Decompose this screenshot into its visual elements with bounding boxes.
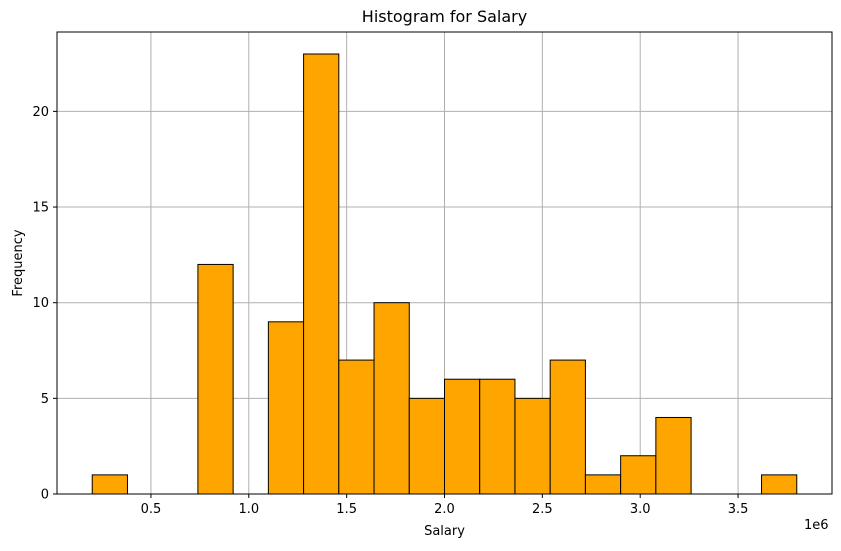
x-tick-label: 1.0 xyxy=(238,502,259,517)
ticks-layer: 0.5 1.0 1.5 2.0 2.5 3.0 3.5 0 5 10 15 20 xyxy=(32,105,748,517)
x-tick-label: 1.5 xyxy=(336,502,357,517)
x-axis-label: Salary xyxy=(424,524,465,539)
histogram-bar xyxy=(655,416,692,495)
histogram-bar xyxy=(584,474,622,495)
chart-title: Histogram for Salary xyxy=(362,7,527,26)
x-tick-label: 2.0 xyxy=(434,502,455,517)
histogram-bar xyxy=(373,302,410,495)
histogram-bar xyxy=(761,474,798,495)
histogram-bar xyxy=(479,378,516,495)
histogram-bar xyxy=(338,359,375,495)
x-axis-offset-label: 1e6 xyxy=(804,518,829,533)
y-axis-label: Frequency xyxy=(11,229,26,296)
y-tick-label: 20 xyxy=(32,105,49,120)
x-tick-label: 3.5 xyxy=(728,502,749,517)
histogram-bar xyxy=(408,397,446,495)
x-tick-label: 2.5 xyxy=(532,502,553,517)
histogram-bar xyxy=(514,397,551,495)
y-tick-label: 0 xyxy=(41,488,49,503)
bars-layer xyxy=(91,53,798,495)
y-tick-label: 10 xyxy=(32,296,49,311)
y-tick-label: 5 xyxy=(41,392,49,407)
histogram-bar xyxy=(444,378,481,495)
histogram-bar xyxy=(303,53,340,495)
histogram-bar xyxy=(620,455,657,495)
histogram-bar xyxy=(549,359,586,495)
histogram-bar xyxy=(91,474,128,495)
histogram-bar xyxy=(267,321,305,495)
x-tick-label: 0.5 xyxy=(141,502,162,517)
histogram-bar xyxy=(197,263,234,495)
y-tick-label: 15 xyxy=(32,201,49,216)
x-tick-label: 3.0 xyxy=(630,502,651,517)
